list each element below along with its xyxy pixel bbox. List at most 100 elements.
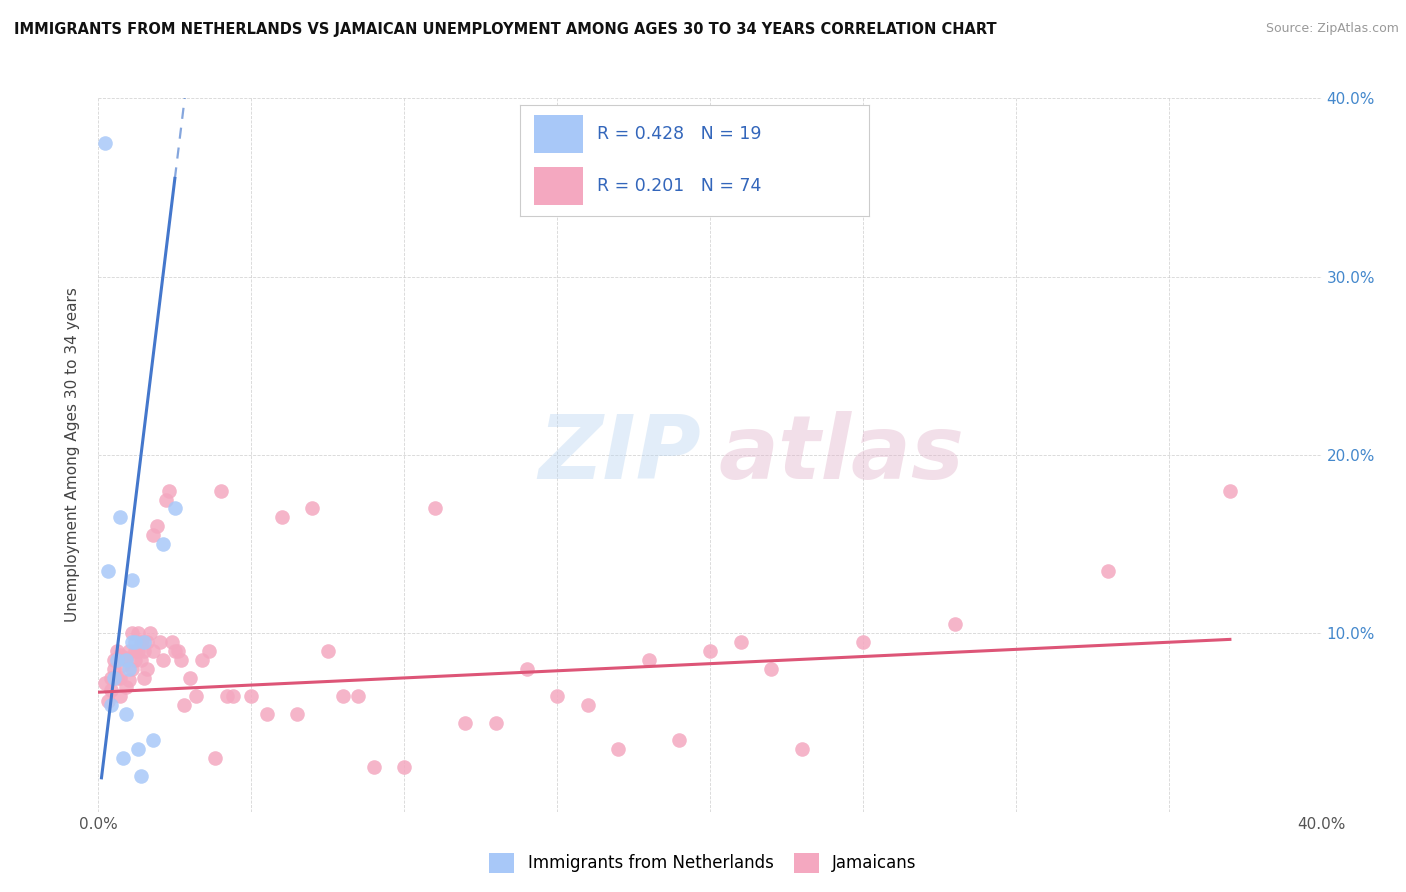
Point	[157, 483, 180, 498]
Point	[136, 635, 159, 649]
Point	[111, 658, 134, 673]
Point	[97, 564, 120, 578]
Point	[124, 635, 146, 649]
Point	[105, 653, 128, 667]
Point	[152, 653, 174, 667]
Point	[121, 573, 143, 587]
Point	[485, 715, 508, 730]
Point	[170, 653, 193, 667]
Point	[179, 671, 201, 685]
Point	[134, 644, 156, 658]
Point	[197, 644, 219, 658]
Point	[392, 760, 416, 774]
Text: ZIP: ZIP	[538, 411, 702, 499]
Point	[129, 635, 152, 649]
Point	[209, 483, 232, 498]
Point	[516, 662, 538, 676]
Point	[546, 689, 568, 703]
Point	[115, 651, 138, 665]
Point	[152, 537, 174, 551]
Point	[118, 644, 141, 658]
Point	[301, 501, 323, 516]
Point	[316, 644, 339, 658]
Point	[699, 644, 721, 658]
Point	[163, 501, 186, 516]
Point	[124, 653, 146, 667]
Point	[363, 760, 385, 774]
Point	[108, 671, 131, 685]
Text: atlas: atlas	[718, 411, 965, 499]
Point	[759, 662, 782, 676]
Point	[668, 733, 690, 747]
Point	[136, 662, 159, 676]
Point	[173, 698, 195, 712]
Point	[115, 680, 138, 694]
Point	[163, 644, 186, 658]
Point	[121, 662, 143, 676]
Point	[121, 635, 143, 649]
Point	[270, 510, 292, 524]
Point	[222, 689, 245, 703]
Point	[103, 662, 125, 676]
Point	[149, 635, 172, 649]
Point	[108, 648, 131, 662]
Point	[347, 689, 370, 703]
Point	[423, 501, 446, 516]
Point	[332, 689, 354, 703]
Point	[127, 626, 149, 640]
Point	[108, 689, 131, 703]
Point	[93, 676, 115, 690]
Point	[576, 698, 599, 712]
Point	[108, 510, 131, 524]
Legend: Immigrants from Netherlands, Jamaicans: Immigrants from Netherlands, Jamaicans	[482, 847, 924, 880]
Point	[127, 644, 149, 658]
Point	[637, 653, 661, 667]
Point	[115, 706, 138, 721]
Text: Source: ZipAtlas.com: Source: ZipAtlas.com	[1265, 22, 1399, 36]
Point	[454, 715, 477, 730]
Point	[134, 635, 156, 649]
Point	[103, 653, 125, 667]
Point	[160, 635, 183, 649]
Point	[97, 694, 120, 708]
Point	[127, 742, 149, 756]
Point	[607, 742, 630, 756]
Point	[103, 671, 125, 685]
Point	[105, 671, 128, 685]
Point	[129, 653, 152, 667]
Point	[115, 653, 138, 667]
Point	[943, 617, 966, 632]
Point	[186, 689, 208, 703]
Point	[1097, 564, 1119, 578]
Point	[129, 769, 152, 783]
Point	[240, 689, 263, 703]
Point	[191, 653, 214, 667]
Point	[730, 635, 752, 649]
Y-axis label: Unemployment Among Ages 30 to 34 years: Unemployment Among Ages 30 to 34 years	[65, 287, 80, 623]
Point	[118, 662, 141, 676]
Point	[134, 671, 156, 685]
Point	[142, 733, 165, 747]
Point	[145, 519, 167, 533]
Point	[139, 626, 162, 640]
Point	[285, 706, 308, 721]
Point	[100, 698, 122, 712]
Point	[852, 635, 875, 649]
Point	[100, 683, 122, 698]
Point	[124, 644, 146, 658]
Point	[167, 644, 190, 658]
Point	[142, 644, 165, 658]
Text: IMMIGRANTS FROM NETHERLANDS VS JAMAICAN UNEMPLOYMENT AMONG AGES 30 TO 34 YEARS C: IMMIGRANTS FROM NETHERLANDS VS JAMAICAN …	[14, 22, 997, 37]
Point	[256, 706, 278, 721]
Point	[1219, 483, 1241, 498]
Point	[204, 751, 226, 765]
Point	[121, 626, 143, 640]
Point	[142, 528, 165, 542]
Point	[155, 492, 177, 507]
Point	[93, 136, 115, 150]
Point	[111, 651, 134, 665]
Point	[215, 689, 238, 703]
Point	[105, 644, 128, 658]
Point	[118, 673, 141, 687]
Point	[100, 671, 122, 685]
